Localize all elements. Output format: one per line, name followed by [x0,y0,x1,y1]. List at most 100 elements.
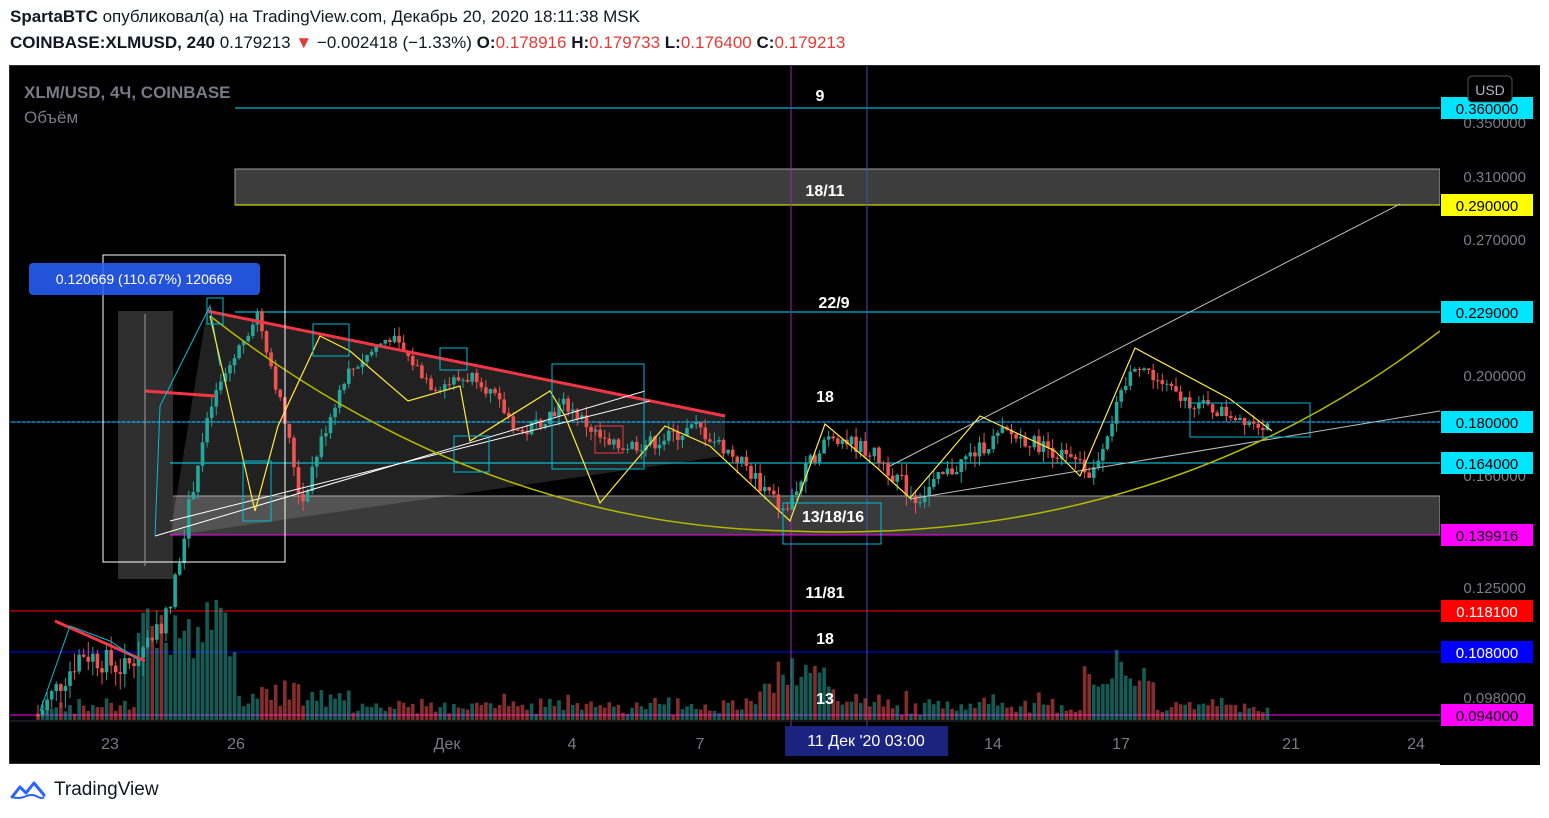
candle-body [552,412,557,417]
candle-body [342,383,347,390]
candle-body [648,436,653,445]
volume-bar [772,692,776,720]
candle-body [1069,454,1073,457]
candle-body [598,429,602,438]
volume-bar [429,702,433,720]
volume-bar [676,698,680,720]
tradingview-logo-icon [10,781,46,799]
volume-bar [1123,675,1128,720]
candle-body [223,373,228,382]
volume-bar [415,713,420,720]
candle-body [287,423,292,438]
price-change: −0.002418 (−1.33%) [316,33,472,52]
candle-body [995,432,1000,436]
currency-button[interactable] [1467,75,1513,103]
volume-bar [324,706,328,720]
volume-bar [1055,712,1059,720]
author-name[interactable]: SpartaBTC [10,7,98,26]
volume-bar [1256,711,1261,720]
volume-bar [424,706,429,720]
candle-body [388,339,392,343]
count-label-4: 18 [816,389,834,406]
candle-body [644,444,648,451]
measure-tooltip [29,263,260,295]
volume-bar [959,704,964,720]
volume-bar [854,693,858,720]
volume-bar [602,707,607,720]
candle-body [228,365,232,374]
volume-bar [634,702,639,720]
volume-bar [794,685,799,720]
volume-bar [666,697,671,720]
candle-body [580,415,584,419]
volume-bar [442,702,447,720]
volume-bar [273,684,278,720]
candle-body [219,381,223,391]
date-tick-2: Дек [434,736,462,753]
volume-bar [406,706,410,720]
candle-body [1174,386,1178,392]
volume-bar [1233,705,1238,720]
volume-bar [845,701,849,720]
candle-body [232,358,237,366]
tradingview-brand[interactable]: TradingView [54,779,159,800]
volume-bars [36,600,1270,720]
candle-body [653,436,657,449]
candle-body [438,390,442,392]
date-tick-0: 23 [101,736,119,753]
chart-canvas[interactable]: 9 18/11 22/9 18 13/18/16 11/81 18 13 XLM… [10,66,1541,765]
candle-body [1183,397,1187,401]
candle-body [493,389,497,393]
count-label-5: 13/18/16 [802,509,864,526]
candle-body [1073,456,1078,460]
volume-bar [223,612,228,720]
volume-bar [721,700,726,720]
volume-bar [1078,710,1082,720]
candle-body [132,663,136,666]
candle-body [561,398,566,405]
candle-body [826,436,831,440]
candle-body [296,467,301,494]
candle-body [1229,416,1233,418]
volume-bar [758,691,762,720]
volume-label: Объём [24,108,78,127]
candle-body [442,384,447,391]
candle-body [612,439,616,445]
candle-body [187,499,191,539]
candle-body [45,699,49,710]
candle-body [1128,371,1133,386]
volume-bar [529,703,534,720]
volume-bar [1146,680,1151,720]
candle-body [356,367,360,369]
candle-body [86,656,91,662]
candle-body [1105,436,1110,449]
footer: TradingView [10,779,159,801]
candle-body [360,361,365,368]
volume-bar [1251,707,1256,720]
volume-bar [1128,678,1133,720]
volume-bar [950,708,954,720]
candle-body [831,436,836,439]
volume-bar [1192,709,1197,720]
candle-body [1096,460,1101,468]
resistance-zone [234,168,1441,206]
volume-bar [264,689,269,720]
volume-bar [95,707,100,720]
candle-body [808,455,813,464]
candle-body [383,339,388,344]
candle-body [1165,383,1169,385]
candle-body [708,439,712,442]
volume-bar [580,709,584,720]
volume-bar [593,706,598,720]
volume-bar [931,704,936,720]
candle-body [196,465,200,493]
currency-label: USD [1475,82,1505,98]
volume-bar [1224,704,1229,720]
count-label-6: 11/81 [805,585,844,602]
candle-body [365,355,369,362]
candle-body [1219,406,1224,417]
candle-body [145,637,150,648]
candle-body [982,442,986,454]
candle-body [392,335,397,343]
chart-panel[interactable]: 9 18/11 22/9 18 13/18/16 11/81 18 13 XLM… [9,65,1541,765]
